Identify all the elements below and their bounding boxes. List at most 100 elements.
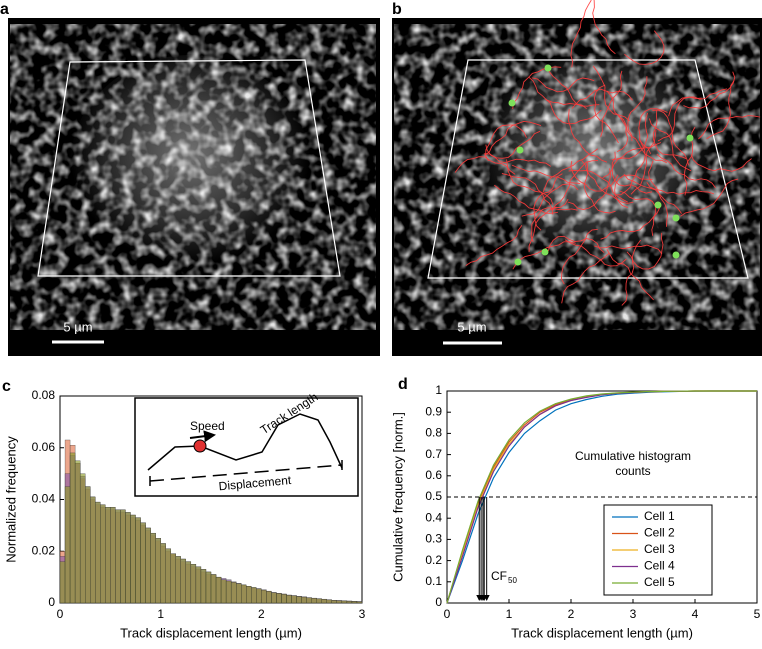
- histogram-bar: [85, 486, 91, 604]
- x-tick-label: 1: [506, 607, 513, 621]
- annotation: Displacement: [218, 473, 292, 493]
- track: [501, 173, 554, 215]
- histogram-bar: [150, 532, 156, 604]
- histogram-bar: [356, 601, 363, 604]
- track: [614, 174, 653, 209]
- panel-b-image: [392, 0, 762, 356]
- histogram-bar: [220, 579, 227, 604]
- x-axis-label: Track displacement length (µm): [511, 625, 693, 640]
- histogram-bar: [281, 594, 287, 604]
- inset-arrow: [189, 430, 216, 443]
- track: [465, 224, 523, 266]
- x-tick-label: 5: [754, 607, 761, 621]
- histogram-bar: [165, 548, 171, 604]
- track: [683, 71, 736, 109]
- track: [619, 190, 657, 236]
- y-tick-label: 0.3: [425, 532, 442, 546]
- histogram-bar: [296, 596, 302, 604]
- track: [621, 239, 642, 306]
- histogram-bar: [59, 561, 66, 604]
- track: [648, 160, 668, 227]
- histogram-bar: [135, 517, 141, 604]
- x-tick-label: 2: [568, 607, 575, 621]
- histogram-bar: [271, 592, 277, 604]
- track: [570, 0, 592, 68]
- track: [570, 160, 619, 192]
- x-tick-label: 3: [630, 607, 637, 621]
- track: [511, 164, 581, 184]
- track: [627, 76, 648, 142]
- spot: [686, 134, 694, 142]
- track: [521, 183, 579, 217]
- histogram-bar: [286, 595, 292, 604]
- histogram-bar: [115, 509, 121, 604]
- track: [606, 90, 629, 152]
- track: [454, 156, 516, 175]
- x-tick-label: 4: [692, 607, 699, 621]
- histogram-bar: [246, 586, 252, 604]
- histogram-bar: [100, 504, 106, 604]
- annotation: counts: [615, 464, 650, 478]
- track: [614, 138, 646, 196]
- y-tick-label: 0: [48, 595, 55, 609]
- x-tick-label: 3: [359, 607, 366, 621]
- track: [548, 65, 600, 107]
- track: [547, 235, 605, 254]
- histogram-bar: [266, 591, 272, 604]
- track: [542, 148, 599, 193]
- y-tick-label: 0: [435, 595, 442, 609]
- histogram-bar: [291, 595, 297, 604]
- histogram-bar: [175, 556, 181, 604]
- inset-dot: [193, 439, 207, 453]
- histogram-bar: [326, 599, 332, 604]
- track: [630, 130, 657, 195]
- histogram-bar: [241, 584, 247, 604]
- histogram-bar: [321, 599, 327, 604]
- spot: [672, 251, 680, 259]
- histogram-bar: [155, 538, 161, 604]
- y-tick-label: 0.08: [32, 388, 56, 402]
- x-tick-label: 0: [444, 607, 451, 621]
- x-tick-label: 2: [258, 607, 265, 621]
- track: [581, 160, 634, 204]
- scale-bar-label: 5 µm: [63, 319, 92, 334]
- spot: [541, 248, 549, 256]
- histogram-bar: [215, 576, 222, 604]
- track: [698, 115, 761, 140]
- track: [600, 70, 623, 137]
- histogram-bar: [130, 514, 136, 604]
- histogram-bar: [110, 507, 116, 604]
- histogram-bar: [90, 496, 96, 604]
- panel-label: b: [392, 1, 402, 18]
- inset-displacement: [149, 460, 343, 486]
- y-tick-label: 0.04: [32, 492, 56, 506]
- spot: [508, 99, 516, 107]
- track: [680, 178, 739, 217]
- track: [646, 181, 714, 195]
- track: [485, 130, 541, 159]
- track: [594, 244, 663, 255]
- histogram-bar: [316, 598, 322, 604]
- spot: [654, 201, 662, 209]
- track: [690, 154, 752, 172]
- histogram-bar: [311, 598, 317, 604]
- panel-label: c: [2, 378, 11, 395]
- histogram-bar: [210, 574, 217, 604]
- track: [626, 232, 664, 270]
- track: [533, 173, 563, 231]
- spot: [544, 64, 552, 72]
- inset-track: [147, 413, 343, 471]
- histogram-bar: [195, 566, 202, 604]
- y-tick-label: 0.1: [425, 574, 442, 588]
- histogram-bar: [251, 587, 257, 604]
- track: [606, 248, 654, 301]
- y-tick-label: 0.5: [425, 489, 442, 503]
- histogram-bar: [125, 512, 131, 604]
- histogram-bar: [236, 583, 242, 604]
- histogram-bar: [105, 507, 111, 604]
- y-tick-label: 0.8: [425, 426, 442, 440]
- track: [706, 80, 735, 140]
- histogram-bar: [185, 561, 192, 604]
- spot: [514, 258, 522, 266]
